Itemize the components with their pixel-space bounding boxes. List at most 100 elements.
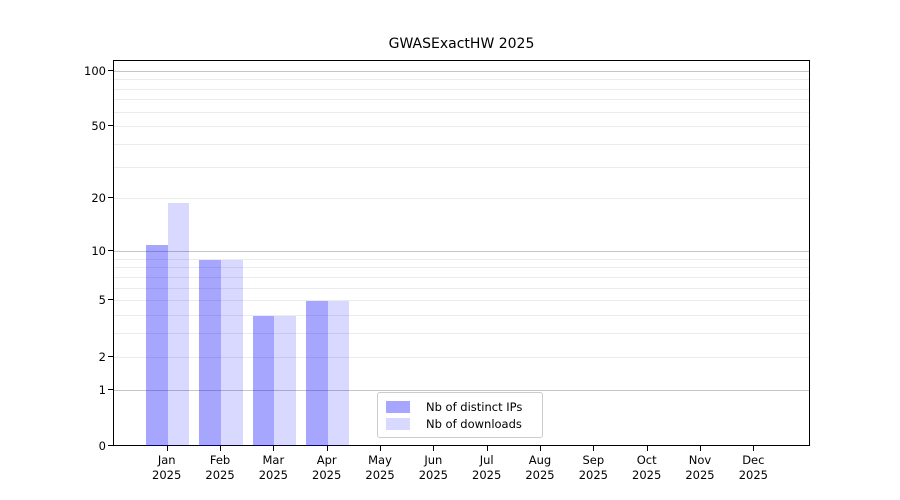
x-tick-month: Jan (157, 453, 176, 467)
x-tick-month: Aug (528, 453, 552, 467)
x-tick-mark (220, 446, 222, 451)
y-tick-label: 2 (98, 349, 106, 364)
y-tick-mark (108, 355, 113, 357)
x-tick-label: Apr 2025 (297, 453, 357, 483)
gridline-minor (114, 258, 809, 260)
plot-area (113, 60, 810, 446)
gridline-minor (114, 287, 809, 289)
y-tick-label: 50 (91, 119, 106, 134)
y-tick-label: 100 (84, 63, 106, 78)
gridline-minor (114, 143, 809, 145)
x-tick-year: 2025 (258, 468, 288, 482)
x-tick-month: Feb (209, 453, 231, 467)
x-tick-year: 2025 (152, 468, 182, 482)
x-tick-year: 2025 (205, 468, 235, 482)
x-tick-year: 2025 (365, 468, 395, 482)
x-tick-label: Jan 2025 (137, 453, 197, 483)
gridline-major (114, 250, 809, 252)
y-tick-mark (108, 197, 113, 199)
bar-distinct-ips-apr (305, 301, 328, 446)
x-tick-label: Jul 2025 (457, 453, 517, 483)
x-tick-month: Jun (424, 453, 443, 467)
y-tick-label: 0 (98, 439, 106, 453)
x-tick-mark (540, 446, 541, 451)
legend-swatch-distinct-ips (386, 401, 410, 413)
x-tick-year: 2025 (418, 468, 448, 482)
x-tick-mark (380, 446, 382, 451)
x-tick-month: Sep (582, 453, 605, 467)
x-tick-month: Jul (479, 453, 494, 467)
y-tick-label: 1 (98, 382, 106, 397)
x-tick-label: Dec 2025 (723, 453, 783, 483)
gridline-minor (114, 300, 809, 302)
gridline-minor (114, 276, 809, 278)
x-tick-label: Sep 2025 (563, 453, 623, 483)
gridline-minor (114, 99, 809, 101)
gridline-minor (114, 333, 809, 335)
x-tick-year: 2025 (472, 468, 502, 482)
x-tick-year: 2025 (312, 468, 342, 482)
gridline-minor (114, 166, 809, 168)
bar-distinct-ips-mar (252, 316, 275, 446)
y-tick-mark (108, 249, 113, 251)
gridline-minor (114, 79, 809, 81)
x-tick-month: Mar (262, 453, 285, 467)
x-tick-mark (326, 446, 328, 451)
x-tick-label: Oct 2025 (617, 453, 677, 483)
y-tick-mark (108, 299, 113, 301)
x-tick-label: Aug 2025 (510, 453, 570, 483)
bar-distinct-ips-jan (145, 244, 168, 446)
bar-downloads-feb (221, 259, 243, 446)
chart-title: GWASExactHW 2025 (388, 36, 535, 52)
legend: Nb of distinct IPs Nb of downloads (377, 392, 543, 438)
gridline-minor (114, 126, 809, 128)
bar-downloads-jan (167, 203, 190, 446)
gridline-minor (114, 88, 809, 90)
legend-item-distinct-ips: Nb of distinct IPs (386, 399, 534, 415)
y-tick-mark (108, 125, 113, 127)
bar-downloads-apr (327, 301, 350, 446)
y-tick-label: 5 (98, 293, 106, 308)
x-tick-mark (273, 446, 275, 451)
x-tick-label: Mar 2025 (243, 453, 303, 483)
legend-swatch-downloads (386, 418, 410, 430)
x-tick-mark (433, 446, 435, 451)
x-tick-mark (166, 446, 168, 451)
x-tick-mark (486, 446, 488, 451)
x-tick-mark (646, 446, 648, 451)
y-tick-mark (108, 445, 113, 446)
gridline-minor (114, 198, 809, 200)
legend-label-distinct-ips: Nb of distinct IPs (426, 400, 523, 414)
y-tick-label: 10 (91, 243, 106, 258)
x-tick-label: Feb 2025 (190, 453, 250, 483)
x-tick-label: Jun 2025 (403, 453, 463, 483)
x-tick-mark (593, 446, 595, 451)
y-tick-mark (108, 388, 113, 390)
y-tick-label: 20 (91, 191, 106, 206)
x-tick-label: May 2025 (350, 453, 410, 483)
x-tick-year: 2025 (738, 468, 768, 482)
gridline-minor (114, 315, 809, 317)
gridline-minor (114, 356, 809, 358)
x-tick-year: 2025 (578, 468, 608, 482)
x-tick-mark (700, 446, 701, 451)
x-tick-month: May (368, 453, 392, 467)
x-tick-month: Nov (688, 453, 712, 467)
legend-label-downloads: Nb of downloads (426, 417, 522, 431)
bar-downloads-mar (274, 316, 297, 446)
x-tick-year: 2025 (525, 468, 555, 482)
x-tick-month: Dec (742, 453, 765, 467)
x-tick-month: Apr (316, 453, 337, 467)
x-tick-mark (753, 446, 755, 451)
gridline-major (114, 70, 809, 72)
gridline-minor (114, 111, 809, 113)
bar-distinct-ips-feb (199, 259, 222, 446)
gridline-minor (114, 267, 809, 269)
x-tick-month: Oct (636, 453, 657, 467)
x-tick-label: Nov 2025 (670, 453, 730, 483)
x-tick-year: 2025 (685, 468, 715, 482)
x-tick-year: 2025 (632, 468, 662, 482)
gridline-major (114, 389, 809, 391)
y-tick-mark (108, 69, 113, 71)
